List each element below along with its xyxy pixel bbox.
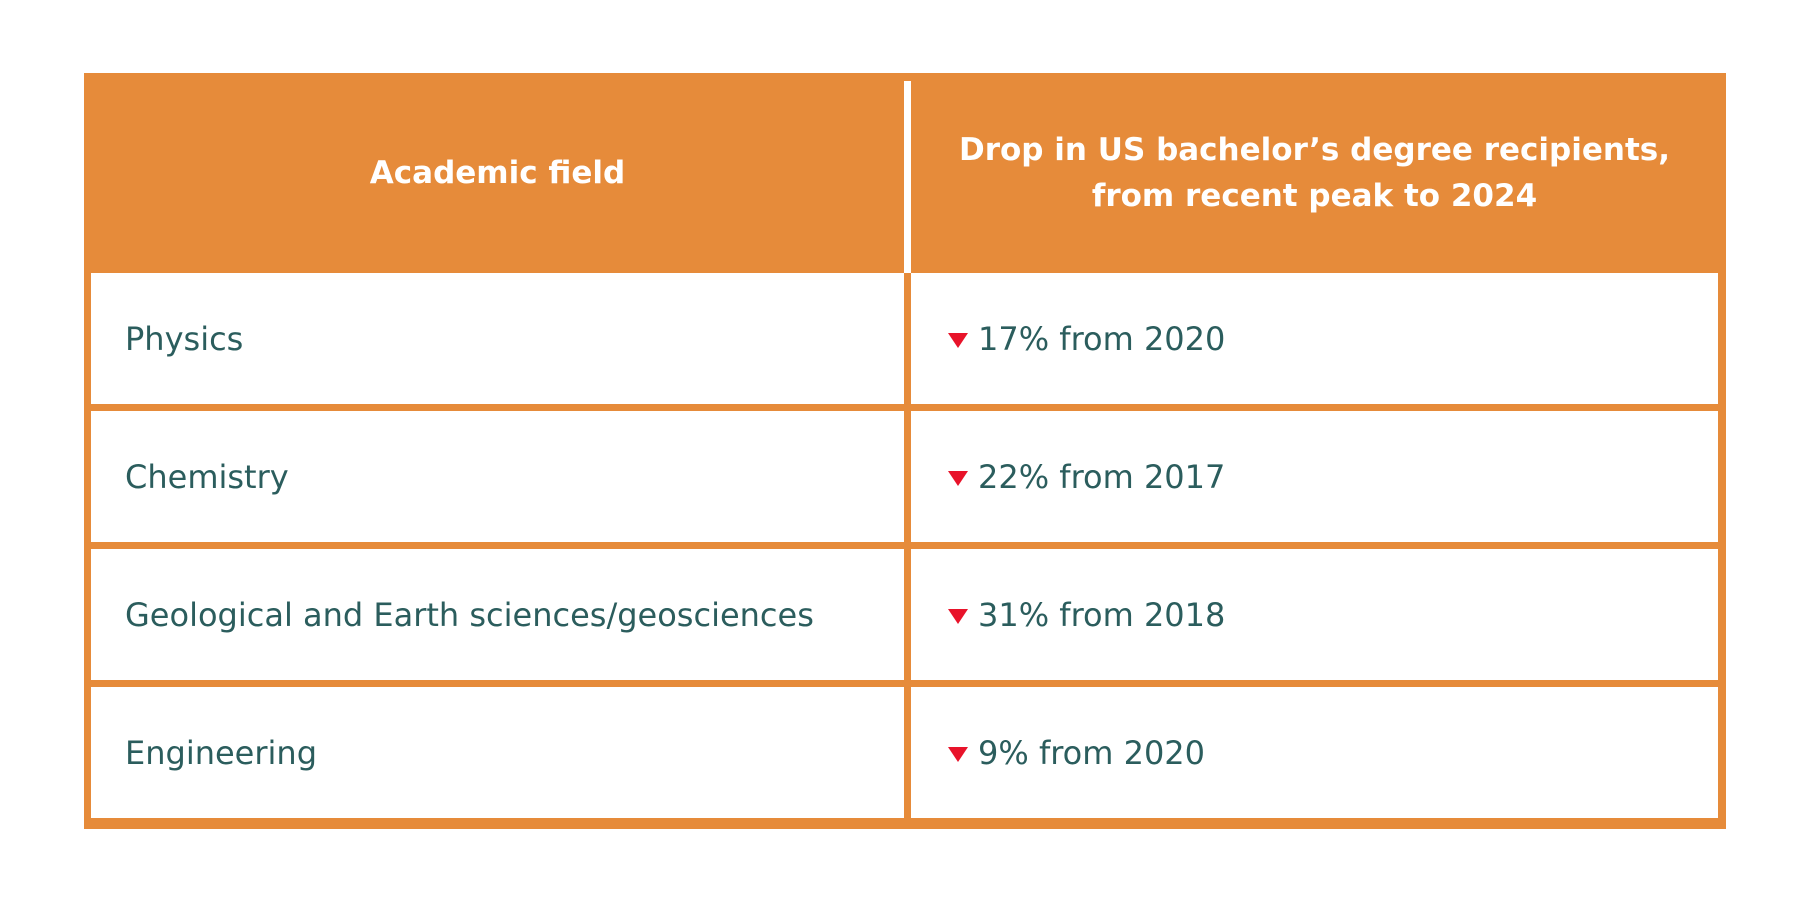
drop-value: 22% from 2017	[978, 457, 1226, 496]
header-label-drop-line-1: Drop in US bachelor’s degree recipients,	[958, 132, 1670, 168]
table-row: Geological and Earth sciences/geoscience…	[91, 549, 1718, 680]
down-triangle-icon	[948, 471, 968, 486]
drop-value: 9% from 2020	[978, 733, 1206, 772]
table-header: Academic field Drop in US bachelor’s deg…	[91, 73, 1718, 273]
drop-value: 17% from 2020	[978, 319, 1226, 358]
drop-cell: 9% from 2020	[911, 687, 1718, 818]
header-cell-drop: Drop in US bachelor’s degree recipients,…	[911, 73, 1718, 273]
field-cell: Chemistry	[91, 411, 904, 542]
data-table: Academic field Drop in US bachelor’s deg…	[84, 73, 1726, 829]
drop-cell: 22% from 2017	[911, 411, 1718, 542]
field-cell: Geological and Earth sciences/geoscience…	[91, 549, 904, 680]
field-label: Physics	[125, 319, 244, 358]
down-triangle-icon	[948, 333, 968, 348]
table-row: Chemistry 22% from 2017	[91, 411, 1718, 542]
header-label-drop-line-2: from recent peak to 2024	[1091, 178, 1538, 214]
field-label: Chemistry	[125, 457, 289, 496]
field-cell: Physics	[91, 273, 904, 404]
drop-cell: 31% from 2018	[911, 549, 1718, 680]
header-cell-academic-field: Academic field	[91, 73, 904, 273]
header-label-academic-field: Academic field	[369, 155, 626, 191]
header-divider	[904, 81, 911, 273]
drop-cell: 17% from 2020	[911, 273, 1718, 404]
header-label-drop: Drop in US bachelor’s degree recipients,…	[955, 127, 1675, 219]
table-row: Physics 17% from 2020	[91, 273, 1718, 404]
drop-value: 31% from 2018	[978, 595, 1226, 634]
field-label: Engineering	[125, 733, 317, 772]
down-triangle-icon	[948, 609, 968, 624]
table-body: Physics 17% from 2020 Chemistry 22% from…	[91, 273, 1718, 818]
field-cell: Engineering	[91, 687, 904, 818]
table-row: Engineering 9% from 2020	[91, 687, 1718, 818]
field-label: Geological and Earth sciences/geoscience…	[125, 595, 814, 634]
down-triangle-icon	[948, 747, 968, 762]
